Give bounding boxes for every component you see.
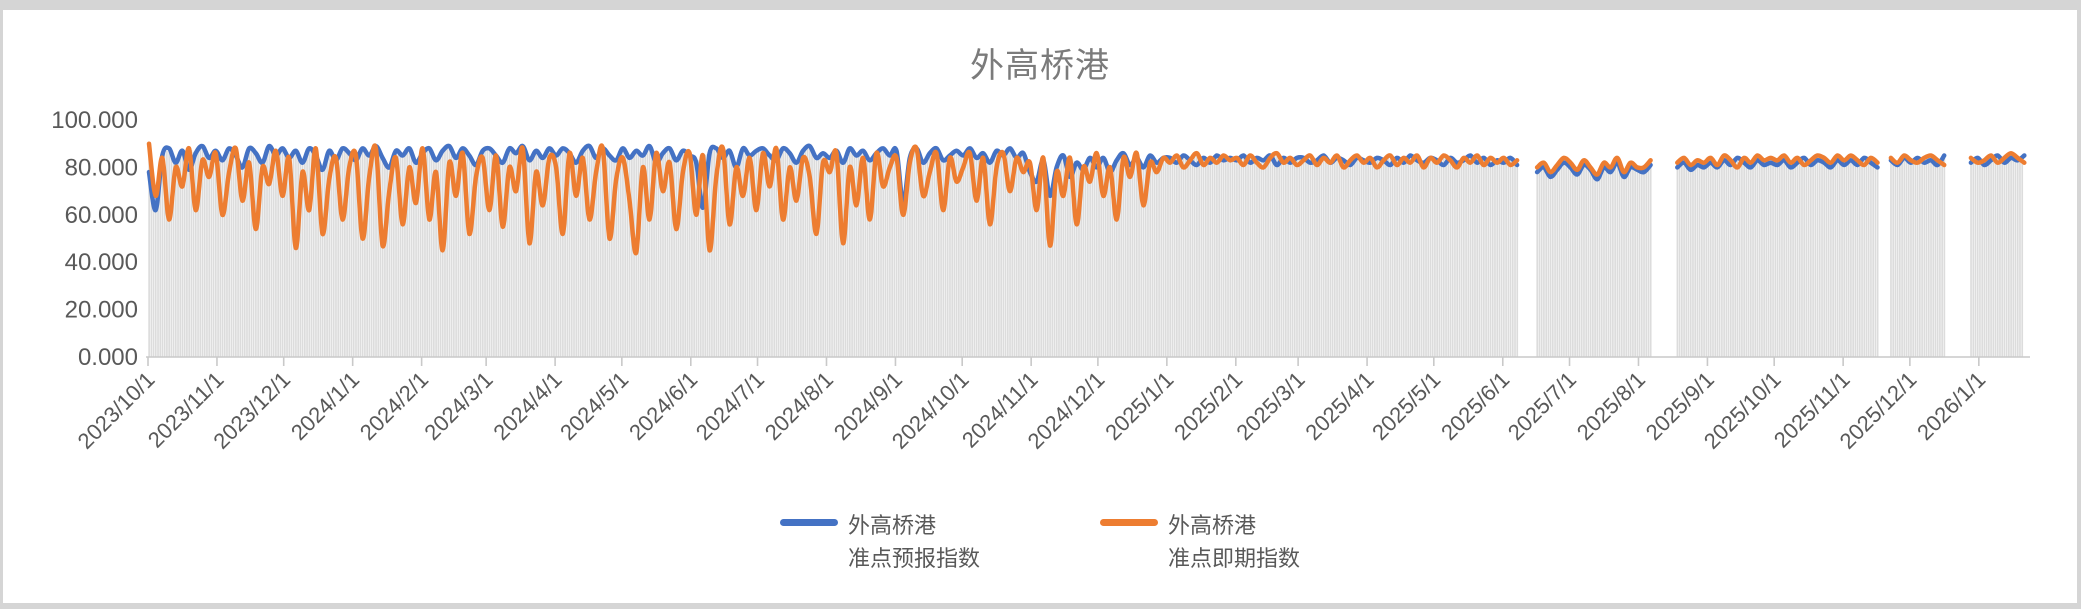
y-axis-tick-label: 20.000 bbox=[65, 297, 138, 324]
y-axis-tick-label: 100.000 bbox=[51, 107, 138, 134]
series-line-spot bbox=[146, 141, 2027, 255]
x-axis-tick-label: 2024/1/1 bbox=[286, 367, 364, 445]
x-axis-tick-label: 2024/8/1 bbox=[760, 367, 838, 445]
legend-line-marker-forecast bbox=[779, 519, 838, 526]
y-axis-tick-label: 60.000 bbox=[65, 202, 138, 229]
x-axis-tick-label: 2025/7/1 bbox=[1503, 367, 1581, 445]
y-axis-tick-label: 80.000 bbox=[65, 154, 138, 181]
legend-label-spot-line1: 外高桥港 bbox=[1168, 513, 1257, 538]
x-axis-tick-label: 2025/4/1 bbox=[1300, 367, 1378, 445]
legend-line-marker-spot bbox=[1100, 519, 1158, 526]
x-axis-tick-label: 2024/2/1 bbox=[355, 367, 433, 445]
chart-canvas: 0.000 20.000 40.000 60.000 80.000 100.000 2023… bbox=[3, 10, 2077, 603]
x-axis-tick-label: 2025/5/1 bbox=[1367, 367, 1445, 445]
x-axis-tick-label: 2024/5/1 bbox=[555, 367, 633, 445]
x-axis-tick-label: 2025/2/1 bbox=[1169, 367, 1247, 445]
legend-label-spot-line2: 准点即期指数 bbox=[1168, 546, 1301, 571]
y-axis-labels: 0.000 20.000 40.000 60.000 80.000 100.000 bbox=[51, 107, 138, 371]
x-axis-tick-label: 2024/3/1 bbox=[419, 367, 497, 445]
background-bars bbox=[148, 143, 2024, 357]
y-axis-tick-label: 40.000 bbox=[65, 249, 138, 276]
chart-title: 外高桥港 bbox=[970, 47, 1110, 85]
y-axis-tick-label: 0.000 bbox=[78, 344, 138, 371]
legend-label-forecast-line1: 外高桥港 bbox=[847, 513, 936, 538]
x-axis-tick-label: 2026/1/1 bbox=[1912, 367, 1990, 445]
x-axis-tick-label: 2025/3/1 bbox=[1231, 367, 1309, 445]
x-axis-tick-label: 2025/6/1 bbox=[1436, 367, 1514, 445]
x-axis-tick-label: 2025/8/1 bbox=[1572, 367, 1650, 445]
x-axis-tick-label: 2023/10/1 bbox=[73, 367, 160, 454]
legend-label-forecast-line2: 准点预报指数 bbox=[847, 546, 980, 571]
x-axis-tick-label: 2024/6/1 bbox=[624, 367, 702, 445]
legend-item-forecast: 外高桥港 准点预报指数 bbox=[779, 509, 980, 575]
x-axis-tick-label: 2024/7/1 bbox=[691, 367, 769, 445]
x-axis-tick-label: 2025/1/1 bbox=[1100, 367, 1178, 445]
legend: 外高桥港 准点预报指数 外高桥港 准点即期指数 bbox=[3, 509, 2077, 575]
x-axis-tick-label: 2024/4/1 bbox=[488, 367, 566, 445]
plot-area: 0.000 20.000 40.000 60.000 80.000 100.000 2023… bbox=[51, 107, 2030, 454]
legend-item-spot: 外高桥港 准点即期指数 bbox=[1100, 509, 1300, 575]
x-axis-ticks bbox=[147, 357, 1980, 366]
x-axis-labels: 2023/10/12023/11/12023/12/12024/1/12024/… bbox=[73, 367, 1991, 454]
